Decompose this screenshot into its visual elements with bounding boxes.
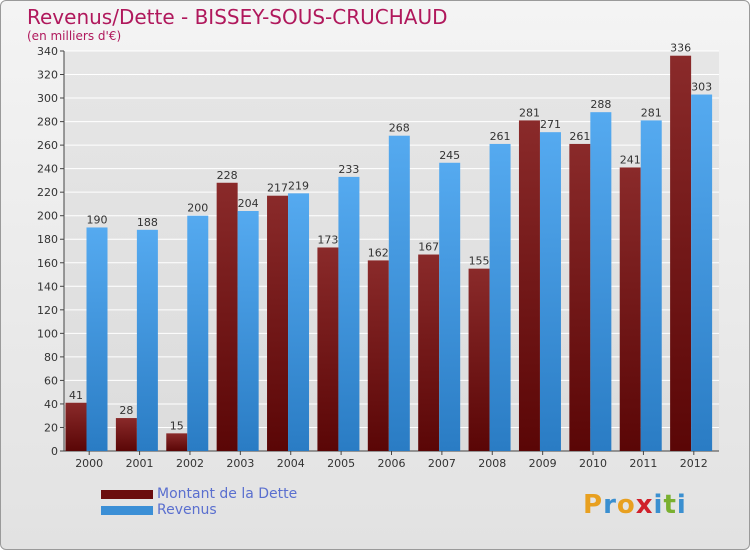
y-tick-label: 340 — [37, 45, 58, 58]
legend-label-revenus: Revenus — [157, 502, 217, 518]
y-tick-label: 140 — [37, 280, 58, 293]
data-label: 217 — [267, 182, 288, 195]
bar-dette — [65, 402, 87, 451]
bar-revenus — [489, 143, 511, 452]
x-tick-label: 2012 — [680, 457, 708, 470]
x-tick-label: 2002 — [176, 457, 204, 470]
bar-revenus — [136, 229, 158, 451]
data-label: 200 — [187, 202, 208, 215]
legend-label-dette: Montant de la Dette — [157, 486, 298, 502]
x-tick-label: 2009 — [529, 457, 557, 470]
data-label: 28 — [119, 404, 133, 417]
bar-revenus — [691, 94, 713, 451]
bar-dette — [367, 260, 389, 451]
bar-revenus — [539, 132, 561, 452]
data-label: 281 — [519, 106, 540, 119]
y-tick-label: 180 — [37, 233, 58, 246]
bar-dette — [267, 195, 289, 451]
y-tick-label: 240 — [37, 163, 58, 176]
bar-dette — [216, 182, 238, 451]
data-label: 162 — [368, 246, 389, 259]
bar-revenus — [388, 135, 410, 452]
data-label: 261 — [490, 130, 511, 143]
bar-revenus — [288, 193, 310, 451]
data-label: 219 — [288, 179, 309, 192]
y-tick-label: 260 — [37, 139, 58, 152]
x-tick-label: 2003 — [226, 457, 254, 470]
x-tick-label: 2006 — [378, 457, 406, 470]
y-tick-label: 200 — [37, 210, 58, 223]
y-tick-label: 0 — [51, 445, 58, 458]
bar-revenus — [590, 112, 612, 452]
data-label: 204 — [238, 197, 259, 210]
data-label: 288 — [590, 98, 611, 111]
y-tick-label: 300 — [37, 92, 58, 105]
logo-letter: i — [653, 490, 664, 520]
y-tick-label: 40 — [44, 398, 58, 411]
data-label: 336 — [670, 42, 691, 55]
y-tick-label: 220 — [37, 186, 58, 199]
bar-dette — [569, 143, 591, 452]
data-label: 261 — [569, 130, 590, 143]
bar-dette — [619, 167, 641, 451]
y-tick-label: 20 — [44, 421, 58, 434]
y-tick-label: 120 — [37, 304, 58, 317]
x-tick-label: 2000 — [75, 457, 103, 470]
bar-revenus — [640, 120, 662, 451]
logo-letter: x — [635, 490, 654, 520]
x-tick-label: 2005 — [327, 457, 355, 470]
data-label: 241 — [620, 153, 641, 166]
data-label: 41 — [69, 389, 83, 402]
x-tick-label: 2001 — [126, 457, 154, 470]
logo-letter: i — [676, 490, 687, 520]
bar-revenus — [237, 211, 259, 451]
y-tick-label: 280 — [37, 116, 58, 129]
data-label: 245 — [439, 149, 460, 162]
x-tick-label: 2007 — [428, 457, 456, 470]
bar-dette — [115, 418, 137, 451]
y-tick-label: 100 — [37, 327, 58, 340]
legend-swatch-dette — [101, 490, 153, 499]
bar-dette — [418, 254, 440, 451]
y-tick-label: 60 — [44, 374, 58, 387]
proxiti-logo: Proxiti — [583, 490, 687, 520]
data-label: 155 — [469, 255, 490, 268]
bar-revenus — [187, 215, 209, 451]
logo-letter: P — [583, 490, 604, 520]
data-label: 15 — [170, 419, 184, 432]
data-label: 281 — [641, 106, 662, 119]
bar-dette — [670, 55, 692, 452]
y-tick-label: 320 — [37, 69, 58, 82]
x-tick-label: 2008 — [478, 457, 506, 470]
bar-dette — [518, 120, 540, 451]
data-label: 228 — [217, 169, 238, 182]
bar-revenus — [439, 162, 461, 451]
y-tick-label: 160 — [37, 257, 58, 270]
logo-letter: r — [603, 490, 617, 520]
legend-swatch-revenus — [101, 506, 153, 515]
bar-dette — [468, 268, 490, 451]
chart-title: Revenus/Dette - BISSEY-SOUS-CRUCHAUD — [27, 5, 448, 29]
bar-revenus — [338, 176, 360, 451]
bar-dette — [166, 433, 188, 451]
data-label: 233 — [338, 163, 359, 176]
data-label: 268 — [389, 122, 410, 135]
x-tick-label: 2004 — [277, 457, 305, 470]
logo-letter: t — [663, 490, 677, 520]
data-label: 303 — [691, 81, 712, 94]
data-label: 188 — [137, 216, 158, 229]
data-label: 271 — [540, 118, 561, 131]
data-label: 190 — [87, 213, 108, 226]
data-label: 167 — [418, 241, 439, 254]
bar-dette — [317, 247, 339, 451]
data-label: 173 — [317, 233, 338, 246]
y-tick-label: 80 — [44, 351, 58, 364]
bar-revenus — [86, 227, 108, 451]
x-tick-label: 2010 — [579, 457, 607, 470]
logo-letter: o — [616, 490, 636, 520]
chart-subtitle: (en milliers d'€) — [27, 29, 122, 43]
x-tick-label: 2011 — [629, 457, 657, 470]
